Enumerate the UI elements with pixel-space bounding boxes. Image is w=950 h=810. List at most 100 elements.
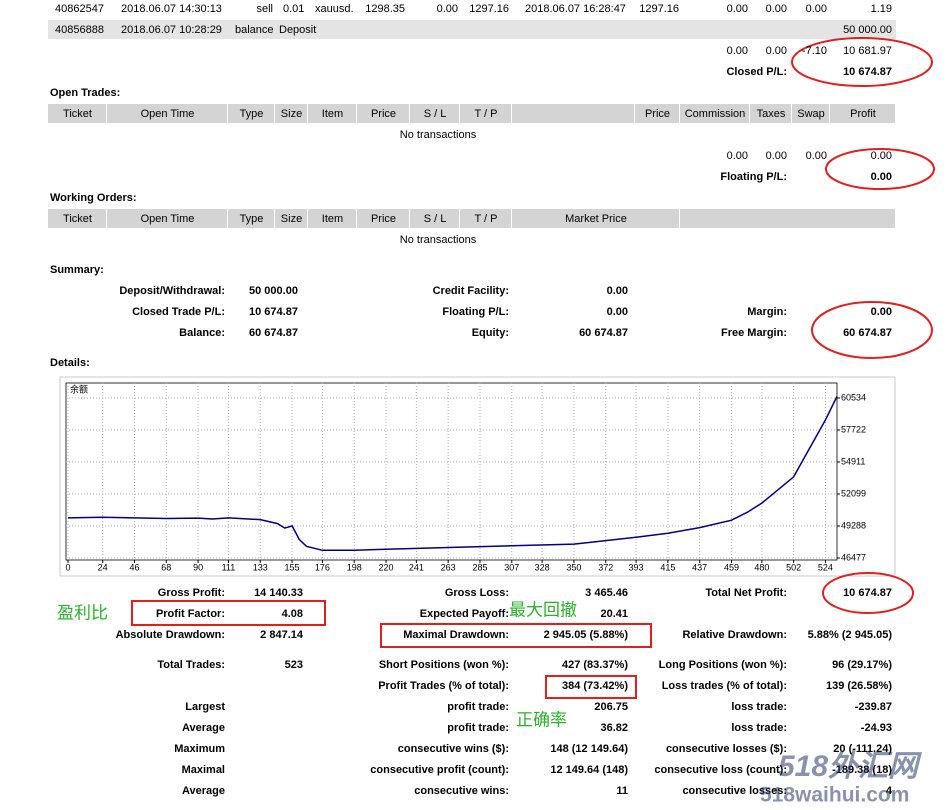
- section-title: Open Trades:: [50, 87, 120, 99]
- header-cell: [308, 104, 356, 123]
- stat-label: profit trade:: [447, 701, 509, 713]
- section-title: Details:: [50, 357, 90, 369]
- balance-line: [67, 396, 838, 552]
- cell: 1298.35: [365, 3, 405, 15]
- cell: 0.00: [437, 3, 458, 15]
- y-tick-label: 54911: [841, 456, 865, 466]
- stat-label: Absolute Drawdown:: [116, 629, 225, 641]
- total: 0.00: [766, 45, 787, 57]
- x-tick-label: 459: [724, 562, 739, 572]
- header-cell: [228, 209, 274, 228]
- x-tick-label: 133: [253, 562, 268, 572]
- header: T / P: [474, 108, 497, 120]
- total: 0.00: [727, 150, 748, 162]
- stat-value: 14 140.33: [254, 587, 303, 599]
- summary-label: Closed Trade P/L:: [132, 306, 225, 318]
- header: Price: [371, 108, 396, 120]
- x-tick-label: 263: [441, 562, 456, 572]
- header: Price: [371, 213, 396, 225]
- y-tick-label: 52099: [841, 488, 866, 498]
- stat-label: consecutive loss (count):: [654, 764, 787, 776]
- x-tick-label: 155: [285, 562, 300, 572]
- x-tick-label: 502: [786, 562, 801, 572]
- x-tick-label: 24: [98, 562, 108, 572]
- cell: 40856888: [55, 24, 104, 36]
- summary-value: 60 674.87: [843, 327, 892, 339]
- stat-label: loss trade:: [731, 701, 787, 713]
- cell: 50 000.00: [843, 24, 892, 36]
- x-tick-label: 0: [65, 562, 70, 572]
- stat-value: 36.82: [600, 722, 628, 734]
- x-tick-label: 415: [660, 562, 675, 572]
- header-cell: [308, 209, 356, 228]
- stat-value: 148 (12 149.64): [550, 743, 628, 755]
- cell: 0.01: [283, 3, 304, 15]
- stat-label: Largest: [185, 701, 225, 713]
- stat-value: 5.88% (2 945.05): [808, 629, 893, 641]
- cell: xauusd.: [315, 3, 354, 15]
- y-tick-label: 46477: [841, 552, 866, 562]
- y-tick-label: 57722: [841, 424, 866, 434]
- header-cell: [792, 104, 829, 123]
- summary-label: Credit Facility:: [433, 285, 509, 297]
- header: S / L: [424, 108, 447, 120]
- x-tick-label: 372: [598, 562, 613, 572]
- summary-value: 60 674.87: [579, 327, 628, 339]
- cell: balance: [235, 24, 274, 36]
- plot-area: [65, 382, 838, 561]
- chart-title: 余额: [70, 383, 88, 394]
- x-tick-label: 328: [535, 562, 550, 572]
- header: Profit: [850, 108, 876, 120]
- summary-value: 50 000.00: [249, 285, 298, 297]
- stat-label: consecutive losses:: [682, 785, 787, 797]
- cell: 40862547: [55, 3, 104, 15]
- stat-value: 2 847.14: [260, 629, 304, 641]
- cell: 0.00: [727, 3, 748, 15]
- header-cell: [512, 209, 679, 228]
- x-tick-label: 198: [347, 562, 362, 572]
- stat-value: 384 (73.42%): [562, 680, 628, 692]
- stat-value: 206.75: [594, 701, 628, 713]
- cell: 0.00: [806, 3, 827, 15]
- stat-label: consecutive wins ($):: [398, 743, 509, 755]
- summary-value: 0.00: [607, 285, 628, 297]
- x-tick-label: 393: [629, 562, 644, 572]
- stat-value: -24.93: [861, 722, 892, 734]
- header-cell: [830, 104, 895, 123]
- header-cell: [48, 104, 106, 123]
- x-tick-label: 350: [566, 562, 581, 572]
- empty-note: No transactions: [400, 234, 477, 246]
- cell: 2018.06.07 14:30:13: [121, 3, 222, 15]
- x-tick-label: 437: [692, 562, 707, 572]
- summary-label: Free Margin:: [721, 327, 787, 339]
- header: Item: [322, 108, 343, 120]
- stat-value: -189.38 (18): [832, 764, 892, 776]
- cell: 0.00: [766, 3, 787, 15]
- header: Size: [281, 213, 302, 225]
- header-cell: [635, 104, 679, 123]
- highlight: [545, 675, 637, 699]
- stat-label: Relative Drawdown:: [682, 629, 787, 641]
- stat-value: 3 465.46: [585, 587, 628, 599]
- header-cell: [460, 104, 511, 123]
- stat-label: Profit Trades (% of total):: [378, 680, 509, 692]
- x-tick-label: 90: [193, 562, 203, 572]
- stat-label: Gross Loss:: [445, 587, 509, 599]
- highlight: [380, 623, 652, 648]
- x-tick-label: 111: [222, 562, 236, 572]
- x-tick-label: 524: [818, 562, 833, 572]
- header-cell: [460, 209, 511, 228]
- stat-label: Average: [182, 722, 225, 734]
- watermark: 518waihui.com: [760, 784, 909, 807]
- stat-value: 4.08: [282, 608, 303, 620]
- stat-value: -239.87: [855, 701, 892, 713]
- header: Size: [281, 108, 302, 120]
- stat-label: Total Trades:: [157, 659, 225, 671]
- stat-label: Profit Factor:: [156, 608, 225, 620]
- header: Market Price: [565, 213, 627, 225]
- stat-value: 12 149.64 (148): [550, 764, 628, 776]
- summary-value: 60 674.87: [249, 327, 298, 339]
- header: Open Time: [141, 213, 195, 225]
- total: 0.00: [727, 45, 748, 57]
